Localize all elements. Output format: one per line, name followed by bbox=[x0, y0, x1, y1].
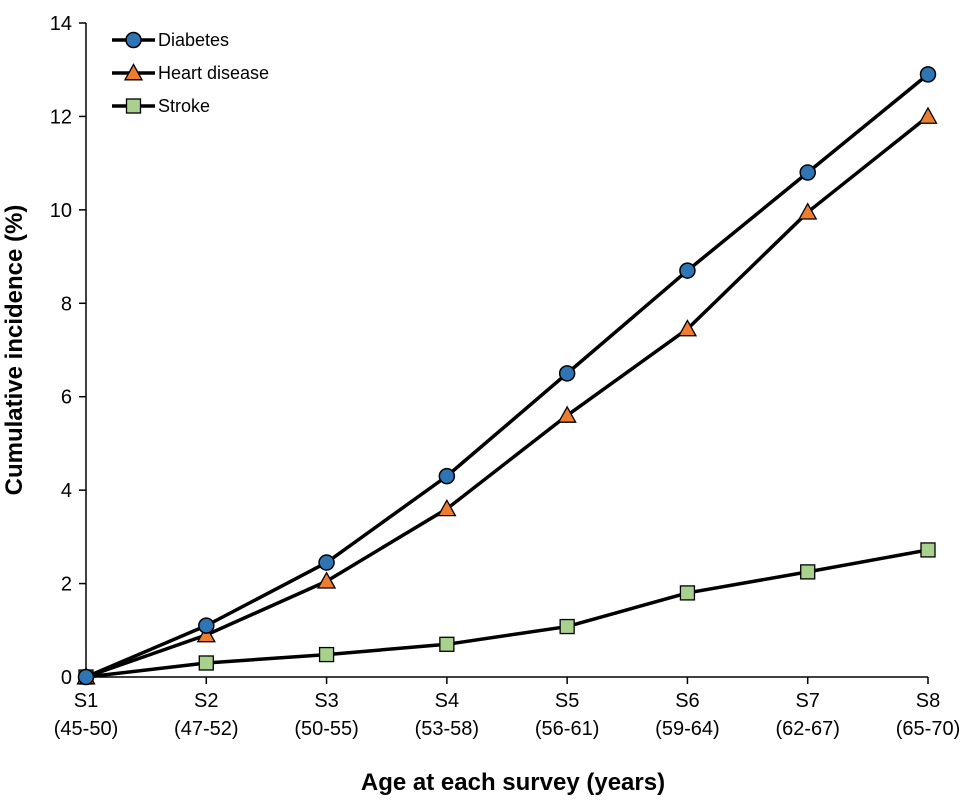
x-tick-sublabel: (50-55) bbox=[294, 718, 358, 740]
data-point-diabetes bbox=[679, 262, 696, 279]
x-tick-label: S4 bbox=[435, 690, 459, 712]
series-line-stroke bbox=[85, 548, 929, 679]
x-tick-label: S2 bbox=[194, 690, 218, 712]
data-point-heart-disease bbox=[798, 202, 818, 220]
data-point-diabetes bbox=[558, 365, 576, 382]
axes bbox=[85, 23, 928, 678]
y-tick-label: 12 bbox=[50, 106, 72, 128]
axis-ticks: 0 2 4 6 8 10 12 14 S1 (45-50) S2 (47-52) S3 (50-55) S4… bbox=[50, 13, 960, 740]
data-point-heart-disease bbox=[557, 405, 577, 423]
data-point-heart-disease bbox=[316, 571, 337, 589]
y-tick-label: 14 bbox=[50, 13, 72, 35]
data-point-stroke bbox=[679, 585, 696, 601]
x-tick-sublabel: (47-52) bbox=[174, 718, 238, 740]
x-tick-sublabel: (45-50) bbox=[54, 718, 118, 740]
data-point-stroke bbox=[559, 618, 575, 635]
legend-label-stroke: Stroke bbox=[158, 96, 210, 116]
y-axis-title: Cumulative incidence (%) bbox=[1, 205, 28, 496]
legend-marker-diabetes bbox=[125, 31, 142, 49]
data-point-diabetes bbox=[438, 467, 456, 485]
data-point-heart-disease bbox=[677, 319, 698, 337]
y-tick-label: 6 bbox=[61, 387, 72, 409]
legend-marker-stroke bbox=[125, 98, 142, 114]
x-tick-sublabel: (53-58) bbox=[415, 718, 479, 740]
legend-label-heart-disease: Heart disease bbox=[158, 63, 269, 83]
x-tick-sublabel: (59-64) bbox=[655, 718, 719, 740]
data-point-stroke bbox=[198, 655, 214, 671]
data-point-stroke bbox=[439, 636, 455, 652]
x-tick-label: S6 bbox=[675, 690, 699, 712]
x-tick-sublabel: (65-70) bbox=[896, 718, 960, 740]
data-point-stroke bbox=[318, 646, 335, 663]
y-tick-label: 8 bbox=[61, 293, 72, 315]
data-point-diabetes bbox=[318, 554, 335, 571]
data-point-stroke bbox=[920, 542, 936, 558]
data-point-heart-disease bbox=[196, 625, 216, 643]
legend-label-diabetes: Diabetes bbox=[158, 30, 229, 50]
x-tick-label: S5 bbox=[555, 690, 579, 712]
x-tick-label: S1 bbox=[74, 690, 98, 712]
data-point-stroke bbox=[800, 564, 816, 580]
data-point-diabetes bbox=[198, 617, 215, 634]
data-point-heart-disease bbox=[918, 106, 938, 124]
legend: Diabetes Heart disease Stroke bbox=[112, 30, 269, 116]
legend-marker-heart-disease bbox=[123, 63, 144, 81]
y-tick-label: 10 bbox=[50, 200, 72, 222]
x-axis-title: Age at each survey (years) bbox=[361, 769, 665, 796]
x-tick-label: S7 bbox=[795, 690, 819, 712]
data-point-diabetes bbox=[77, 668, 95, 686]
series-lines bbox=[85, 73, 930, 679]
y-tick-label: 0 bbox=[61, 667, 72, 689]
x-tick-label: S8 bbox=[916, 690, 940, 712]
series-line-heart-disease bbox=[85, 115, 930, 679]
data-point-heart-disease bbox=[437, 498, 457, 517]
y-tick-label: 2 bbox=[61, 574, 72, 596]
x-tick-label: S3 bbox=[314, 690, 338, 712]
series-line-diabetes bbox=[85, 73, 930, 679]
y-tick-label: 4 bbox=[61, 480, 72, 502]
series-markers bbox=[76, 66, 938, 686]
x-tick-sublabel: (62-67) bbox=[775, 718, 839, 740]
data-point-diabetes bbox=[799, 164, 816, 181]
data-point-diabetes bbox=[919, 66, 937, 83]
x-tick-sublabel: (56-61) bbox=[535, 718, 599, 740]
